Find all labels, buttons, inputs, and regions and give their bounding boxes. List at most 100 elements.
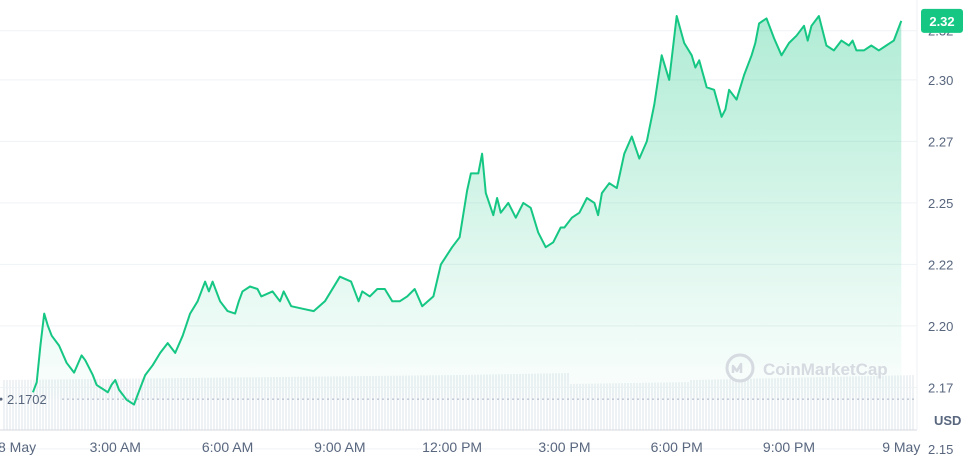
volume-bar: [60, 379, 62, 430]
volume-bar: [594, 383, 596, 430]
volume-bar: [270, 377, 272, 430]
volume-bar: [423, 375, 425, 430]
volume-bar: [477, 374, 479, 430]
volume-bar: [141, 378, 143, 430]
volume-bar: [171, 378, 173, 430]
volume-bar: [195, 377, 197, 430]
volume-bar: [744, 378, 746, 430]
volume-bar: [552, 373, 554, 430]
volume-bar: [474, 374, 476, 430]
volume-bar: [228, 377, 230, 430]
volume-bar: [783, 377, 785, 430]
volume-bar: [126, 378, 128, 430]
volume-bar: [876, 375, 878, 430]
volume-bar: [528, 373, 530, 430]
volume-bar: [906, 375, 908, 430]
volume-bar: [765, 378, 767, 430]
volume-bar: [183, 378, 185, 430]
volume-bar: [63, 379, 65, 430]
volume-bar: [120, 378, 122, 430]
volume-bar: [654, 382, 656, 430]
volume-bar: [222, 377, 224, 430]
volume-bar: [669, 382, 671, 430]
volume-bar: [567, 373, 569, 430]
volume-bar: [699, 379, 701, 430]
volume-bar: [51, 379, 53, 430]
x-tick-label: 9:00 AM: [314, 439, 365, 455]
volume-bar: [717, 379, 719, 430]
badge-background: [921, 8, 963, 33]
volume-bar: [798, 377, 800, 430]
y-tick-label: 2.17: [928, 380, 953, 395]
volume-bar: [258, 377, 260, 430]
volume-bar: [606, 383, 608, 430]
volume-bar: [225, 377, 227, 430]
volume-bar: [87, 379, 89, 430]
y-tick-label: 2.22: [928, 257, 953, 272]
volume-bar: [90, 379, 92, 430]
volume-bar: [843, 376, 845, 430]
volume-bar: [615, 383, 617, 430]
volume-bar: [420, 375, 422, 430]
volume-bar: [375, 375, 377, 430]
volume-bar: [336, 376, 338, 430]
volume-bar: [213, 377, 215, 430]
y-tick-label: 2.15: [928, 442, 953, 455]
volume-bar: [720, 379, 722, 430]
volume-bar: [861, 376, 863, 430]
volume-bar: [69, 379, 71, 430]
volume-bar: [801, 377, 803, 430]
volume-bar: [837, 376, 839, 430]
x-tick-label: 3:00 AM: [90, 439, 141, 455]
volume-bar: [345, 376, 347, 430]
volume-bar: [495, 374, 497, 430]
volume-bar: [372, 375, 374, 430]
volume-bar: [180, 378, 182, 430]
watermark-logo-icon: [725, 353, 755, 383]
volume-bar: [471, 374, 473, 430]
volume-bar: [621, 383, 623, 430]
volume-bar: [147, 378, 149, 430]
volume-bar: [885, 375, 887, 430]
volume-bar: [246, 377, 248, 430]
volume-bar: [408, 375, 410, 430]
volume-bar: [681, 382, 683, 430]
volume-bar: [888, 375, 890, 430]
volume-bar: [84, 379, 86, 430]
volume-bar: [129, 378, 131, 430]
volume-bar: [6, 379, 8, 430]
volume-bar: [483, 374, 485, 430]
volume-bar: [378, 375, 380, 430]
volume-bar: [282, 376, 284, 430]
volume-bar: [363, 376, 365, 430]
volume-bar: [579, 383, 581, 430]
volume-bar: [234, 377, 236, 430]
volume-bar: [756, 378, 758, 430]
volume-bar: [540, 373, 542, 430]
volume-bar: [522, 373, 524, 430]
volume-bar: [894, 375, 896, 430]
volume-bar: [651, 382, 653, 430]
volume-bar: [678, 382, 680, 430]
volume-bar: [504, 374, 506, 430]
volume-bar: [663, 382, 665, 430]
volume-bar: [879, 375, 881, 430]
volume-bar: [96, 378, 98, 430]
volume-bar: [618, 383, 620, 430]
volume-bar: [549, 373, 551, 430]
volume-bar: [657, 382, 659, 430]
volume-bar: [561, 373, 563, 430]
volume-bar: [807, 377, 809, 430]
volume-bar: [903, 375, 905, 430]
volume-bar: [693, 379, 695, 430]
volume-bar: [435, 375, 437, 430]
volume-bar: [660, 382, 662, 430]
volume-bar: [558, 373, 560, 430]
volume-bar: [828, 376, 830, 430]
volume-bar: [852, 376, 854, 430]
volume-bar: [330, 376, 332, 430]
volume-bar: [738, 378, 740, 430]
x-axis-ticks: 8 May 3:00 AM 6:00 AM 9:00 AM 12:00 PM 3:00 P…: [0, 439, 920, 455]
volume-bar: [825, 377, 827, 430]
volume-bar: [612, 383, 614, 430]
